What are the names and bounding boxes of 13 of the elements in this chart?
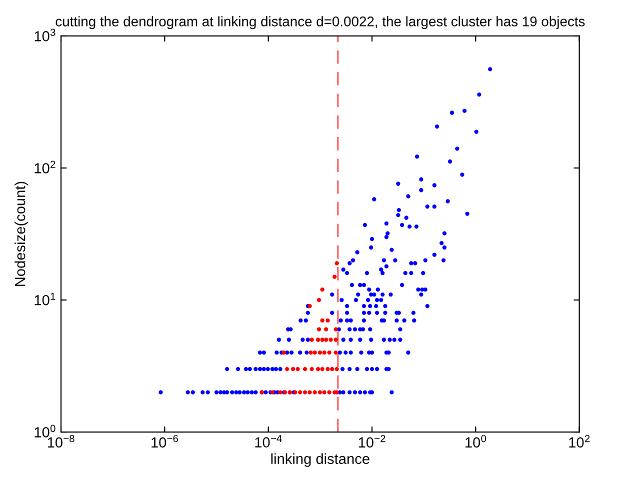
x-tick-label: 10$^{2}$: [569, 434, 590, 448]
x-axis-title: linking distance: [271, 453, 370, 467]
x-tick-label: 10$^{−8}$: [48, 434, 74, 448]
chart-title: cutting the dendrogram at linking distance d=0.0022, the largest cluster has 19 objects: [56, 16, 585, 30]
y-tick-label: 10$^{0}$: [34, 424, 56, 438]
y-tick-label: 10$^{1}$: [34, 292, 56, 306]
x-tick-label: 10$^{−2}$: [358, 434, 386, 448]
x-tick-label: 10$^{0}$: [466, 434, 486, 448]
y-tick-label: 10$^{2}$: [34, 160, 56, 174]
x-tick-label: 10$^{−6}$: [152, 434, 178, 448]
y-axis-title: Nodesize(count): [14, 182, 28, 286]
y-tick-label: 10$^{3}$: [34, 28, 56, 42]
x-tick-label: 10$^{−4}$: [255, 434, 282, 448]
